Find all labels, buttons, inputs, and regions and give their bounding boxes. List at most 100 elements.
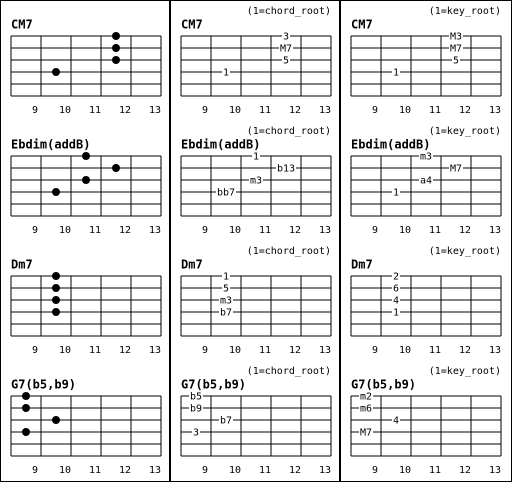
fret-number: 13 (489, 225, 501, 236)
interval-label: 1 (393, 308, 399, 319)
interval-label: M7 (360, 428, 372, 439)
fret-number: 12 (119, 105, 131, 116)
fret-number: 11 (89, 345, 101, 356)
chord-title: Ebdim(addB) (181, 138, 260, 152)
label-bg (359, 403, 373, 413)
interval-label: m6 (360, 404, 372, 415)
fret-number: 13 (489, 345, 501, 356)
chord-title: Dm7 (11, 258, 33, 272)
fret-number: 10 (59, 345, 71, 356)
fret-number: 12 (289, 465, 301, 476)
fret-number: 10 (59, 105, 71, 116)
chord-title: CM7 (181, 18, 203, 32)
fret-number: 10 (59, 465, 71, 476)
fret-number: 9 (202, 465, 208, 476)
chord-title: G7(b5,b9) (11, 378, 76, 392)
interval-label: 1 (253, 152, 259, 163)
root-note: (1=chord_root) (247, 6, 331, 17)
interval-label: 4 (393, 416, 399, 427)
label-bg (449, 43, 463, 53)
chord-title: G7(b5,b9) (181, 378, 246, 392)
fret-number: 12 (459, 225, 471, 236)
interval-label: m3 (420, 152, 432, 163)
fret-number: 11 (429, 105, 441, 116)
interval-label: 3 (193, 428, 199, 439)
label-bg (249, 175, 263, 185)
finger-dot (112, 44, 120, 52)
fret-number: 13 (149, 465, 161, 476)
label-bg (392, 295, 400, 305)
interval-label: bb7 (217, 188, 235, 199)
fret-number: 11 (89, 105, 101, 116)
fret-number: 12 (119, 345, 131, 356)
chord-title: CM7 (11, 18, 33, 32)
label-bg (222, 283, 230, 293)
root-note: (1=key_root) (429, 246, 501, 257)
finger-dot (22, 404, 30, 412)
interval-label: m2 (360, 392, 372, 403)
label-bg (419, 151, 433, 161)
label-bg (279, 43, 293, 53)
interval-label: 4 (393, 296, 399, 307)
label-bg (282, 31, 290, 41)
label-bg (192, 427, 200, 437)
interval-label: 1 (223, 68, 229, 79)
fret-number: 11 (89, 225, 101, 236)
root-note: (1=key_root) (429, 6, 501, 17)
fret-number: 10 (229, 105, 241, 116)
finger-dot (52, 188, 60, 196)
label-bg (222, 271, 230, 281)
finger-dot (52, 284, 60, 292)
fret-number: 9 (372, 225, 378, 236)
label-bg (392, 283, 400, 293)
fret-number: 10 (399, 225, 411, 236)
interval-label: 5 (453, 56, 459, 67)
fret-number: 13 (489, 465, 501, 476)
fret-number: 11 (259, 345, 271, 356)
root-note: (1=chord_root) (247, 246, 331, 257)
fret-number: 12 (459, 345, 471, 356)
root-note: (1=chord_root) (247, 126, 331, 137)
fret-number: 11 (259, 465, 271, 476)
label-bg (282, 55, 290, 65)
fret-number: 12 (459, 105, 471, 116)
label-bg (392, 187, 400, 197)
fret-number: 11 (429, 465, 441, 476)
interval-label: 5 (283, 56, 289, 67)
fret-number: 9 (32, 225, 38, 236)
label-bg (452, 55, 460, 65)
interval-label: 1 (393, 188, 399, 199)
label-bg (392, 307, 400, 317)
root-note: (1=key_root) (429, 366, 501, 377)
label-bg (392, 67, 400, 77)
label-bg (219, 295, 233, 305)
chord-title: Dm7 (181, 258, 203, 272)
finger-dot (112, 164, 120, 172)
finger-dot (52, 296, 60, 304)
fret-number: 12 (289, 345, 301, 356)
label-bg (419, 175, 433, 185)
finger-dot (112, 56, 120, 64)
interval-label: m3 (250, 176, 262, 187)
label-bg (189, 403, 203, 413)
chord-title: CM7 (351, 18, 373, 32)
interval-label: b7 (220, 308, 232, 319)
finger-dot (112, 32, 120, 40)
fret-number: 12 (119, 465, 131, 476)
finger-dot (52, 272, 60, 280)
fret-number: 10 (59, 225, 71, 236)
interval-label: 6 (393, 284, 399, 295)
label-bg (276, 163, 296, 173)
root-note: (1=chord_root) (247, 366, 331, 377)
fret-number: 12 (459, 465, 471, 476)
finger-dot (22, 392, 30, 400)
interval-label: 5 (223, 284, 229, 295)
chord-title: Dm7 (351, 258, 373, 272)
fret-number: 9 (32, 465, 38, 476)
fret-number: 9 (202, 345, 208, 356)
interval-label: M3 (450, 32, 462, 43)
interval-label: m3 (220, 296, 232, 307)
finger-dot (82, 176, 90, 184)
